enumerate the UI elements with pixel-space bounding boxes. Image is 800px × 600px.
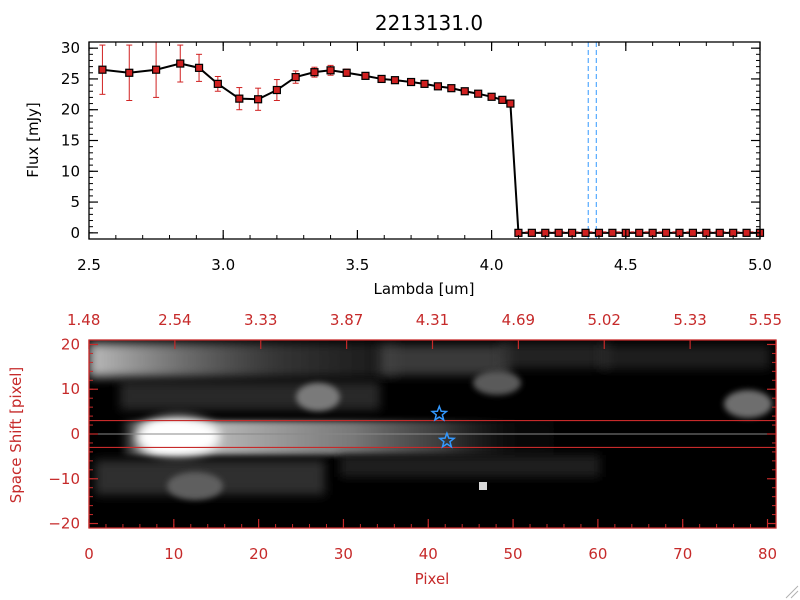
image-y-axis-title: Space Shift [pixel]: [7, 367, 25, 504]
data-point: [506, 99, 515, 108]
data-point: [310, 68, 319, 77]
wavelength-tick-label: 5.33: [673, 311, 706, 329]
data-point: [272, 85, 281, 95]
spectrum-x-axis-title: Lambda [um]: [374, 280, 475, 298]
shift-tick-label: 10: [61, 380, 80, 398]
y-tick-label: 30: [61, 39, 80, 57]
pixel-tick-label: 20: [249, 545, 268, 563]
data-point: [361, 71, 370, 80]
data-point: [460, 87, 469, 96]
spectrum-error-bars: [99, 41, 514, 111]
spectrum-y-ticks: 0 5 10 15 20 25 30: [61, 39, 760, 242]
shift-tick-label: −20: [48, 515, 80, 533]
x-tick-label: 5.0: [748, 256, 772, 274]
data-point: [213, 79, 222, 88]
x-tick-label: 2.5: [77, 256, 101, 274]
data-point: [194, 63, 204, 72]
data-point: [291, 72, 300, 82]
pixel-tick-label: 0: [84, 545, 94, 563]
wavelength-tick-label: 5.55: [749, 311, 782, 329]
x-tick-label: 4.0: [480, 256, 504, 274]
y-tick-label: 5: [70, 193, 80, 211]
pixel-tick-label: 80: [758, 545, 777, 563]
pixel-tick-label: 30: [334, 545, 353, 563]
x-tick-label: 4.5: [614, 256, 638, 274]
shift-tick-label: 20: [61, 335, 80, 353]
pixel-tick-label: 10: [164, 545, 183, 563]
data-point: [235, 94, 244, 103]
data-point-zero: [608, 228, 617, 237]
data-point: [420, 79, 429, 88]
wavelength-tick-label: 3.33: [244, 311, 277, 329]
x-tick-label: 3.5: [345, 256, 369, 274]
data-point: [152, 65, 161, 74]
data-point: [487, 92, 496, 101]
spectrum-x-ticks: 2.5 3.0 3.5 4.0 4.5 5.0: [77, 42, 772, 274]
spectrum-series-line: [102, 62, 760, 234]
y-tick-label: 0: [70, 224, 80, 242]
data-point-zero: [581, 228, 590, 237]
source-star-0: [430, 404, 449, 422]
shift-tick-label: −10: [48, 470, 80, 488]
source-star-1: [437, 431, 457, 449]
data-point-zero: [661, 228, 671, 237]
data-point-zero: [742, 228, 751, 237]
data-point: [125, 68, 134, 77]
y-tick-label: 25: [61, 70, 80, 88]
data-point: [98, 65, 107, 74]
shift-tick-label: 0: [70, 425, 80, 443]
spectrum-y-axis-title: Flux [mJy]: [24, 102, 42, 178]
data-point: [498, 95, 507, 104]
x-tick-label: 3.0: [211, 256, 235, 274]
wavelength-tick-label: 2.54: [158, 311, 191, 329]
data-point-zero: [554, 228, 563, 237]
wavelength-tick-label: 1.48: [67, 311, 100, 329]
data-point-zero: [688, 228, 698, 237]
spectrum-line-detected: [102, 62, 520, 233]
pixel-tick-label: 40: [419, 545, 438, 563]
wavelength-tick-label: 4.69: [502, 311, 535, 329]
data-point-zero: [715, 228, 724, 237]
image-x-ticks: 0 10 20 30 40 50 60 70 80: [84, 519, 777, 563]
extraction-band-lines: [89, 419, 776, 449]
spectral-image: [89, 340, 776, 528]
spectrum-title: 2213131.0: [375, 11, 483, 35]
data-point: [326, 66, 335, 75]
data-point: [474, 89, 483, 98]
pixel-tick-label: 50: [504, 545, 523, 563]
data-point-zero: [635, 228, 644, 237]
y-tick-label: 20: [61, 101, 80, 119]
image-x-axis-title: Pixel: [415, 570, 450, 588]
data-point: [406, 77, 416, 87]
data-point: [253, 95, 263, 104]
data-point: [390, 76, 400, 85]
pixel-tick-label: 70: [673, 545, 692, 563]
data-point: [377, 74, 386, 84]
image-y-ticks: −20 −10 0 10 20: [48, 335, 776, 533]
data-point: [342, 68, 351, 77]
y-tick-label: 15: [61, 132, 80, 150]
y-tick-label: 10: [61, 162, 80, 180]
data-point: [176, 59, 185, 68]
image-wavelength-ticks: 1.48 2.54 3.33 3.87 4.31 4.69 5.02 5.33 5.55: [67, 311, 782, 349]
spectrum-plot-frame: [88, 41, 761, 240]
window-resize-grip[interactable]: [785, 585, 799, 599]
data-point-zero: [527, 228, 536, 237]
wavelength-marker-lines: [587, 42, 597, 239]
data-point: [447, 84, 456, 93]
wavelength-tick-label: 4.31: [416, 311, 449, 329]
wavelength-tick-label: 5.02: [588, 311, 621, 329]
wavelength-tick-label: 3.87: [330, 311, 363, 329]
source-star-markers: [430, 404, 457, 449]
spectrum-markers: [98, 59, 765, 237]
pixel-tick-label: 60: [588, 545, 607, 563]
data-point: [433, 82, 443, 91]
